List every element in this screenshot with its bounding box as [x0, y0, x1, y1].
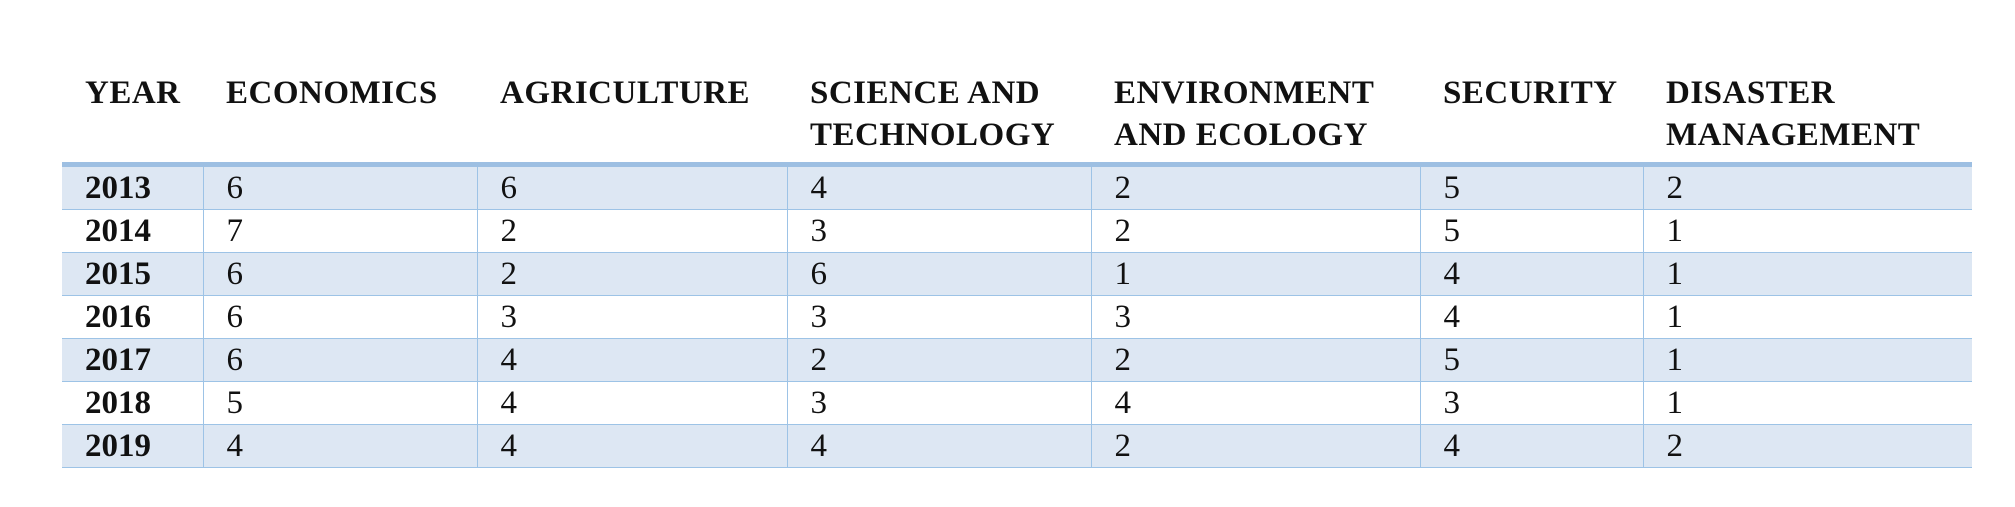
table-header: YEAR ECONOMICS AGRICULTURE SCIENCE AND TECH… — [62, 72, 1972, 167]
value-cell: 4 — [1090, 381, 1420, 425]
value-cell: 3 — [1419, 381, 1643, 425]
year-cell: 2015 — [62, 252, 203, 296]
value-cell: 5 — [1419, 209, 1643, 253]
table-row: 2019 4 4 4 2 4 2 — [62, 424, 1972, 468]
data-table: YEAR ECONOMICS AGRICULTURE SCIENCE AND TECH… — [62, 72, 1972, 468]
value-cell: 5 — [202, 381, 477, 425]
value-cell: 2 — [476, 209, 787, 253]
table-row: 2014 7 2 3 2 5 1 — [62, 209, 1972, 253]
value-cell: 6 — [202, 164, 477, 210]
value-cell: 4 — [476, 338, 787, 382]
value-cell: 4 — [1419, 295, 1643, 339]
value-cell: 1 — [1642, 252, 1972, 296]
table-row: 2017 6 4 2 2 5 1 — [62, 338, 1972, 382]
value-cell: 6 — [476, 164, 787, 210]
value-cell: 2 — [1090, 209, 1420, 253]
value-cell: 2 — [786, 338, 1091, 382]
table-row: 2018 5 4 3 4 3 1 — [62, 381, 1972, 425]
year-cell: 2014 — [62, 209, 203, 253]
value-cell: 6 — [202, 295, 477, 339]
value-cell: 2 — [1642, 164, 1972, 210]
value-cell: 4 — [786, 424, 1091, 468]
year-cell: 2017 — [62, 338, 203, 382]
value-cell: 1 — [1090, 252, 1420, 296]
year-cell: 2019 — [62, 424, 203, 468]
value-cell: 2 — [1090, 424, 1420, 468]
value-cell: 1 — [1642, 209, 1972, 253]
value-cell: 6 — [202, 338, 477, 382]
value-cell: 1 — [1642, 338, 1972, 382]
value-cell: 6 — [786, 252, 1091, 296]
column-header: DISASTER MANAGEMENT — [1643, 72, 1972, 167]
value-cell: 1 — [1642, 295, 1972, 339]
value-cell: 3 — [786, 381, 1091, 425]
column-header: AGRICULTURE — [477, 72, 787, 167]
value-cell: 5 — [1419, 338, 1643, 382]
value-cell: 3 — [1090, 295, 1420, 339]
value-cell: 3 — [476, 295, 787, 339]
table-body: 2013 6 6 4 2 5 2 2014 7 2 3 2 5 1 2015 6 2 6 1 4 1 2016 6 3 3 3 4 1… — [62, 164, 1972, 468]
table-row: 2016 6 3 3 3 4 1 — [62, 295, 1972, 339]
value-cell: 3 — [786, 209, 1091, 253]
value-cell: 4 — [1419, 424, 1643, 468]
value-cell: 2 — [1090, 338, 1420, 382]
value-cell: 6 — [202, 252, 477, 296]
value-cell: 2 — [1090, 164, 1420, 210]
value-cell: 2 — [476, 252, 787, 296]
column-header: YEAR — [62, 72, 203, 167]
column-header: SECURITY — [1420, 72, 1643, 167]
value-cell: 7 — [202, 209, 477, 253]
value-cell: 4 — [476, 424, 787, 468]
year-cell: 2018 — [62, 381, 203, 425]
value-cell: 4 — [476, 381, 787, 425]
value-cell: 5 — [1419, 164, 1643, 210]
column-header: ENVIRONMENT AND ECOLOGY — [1091, 72, 1420, 167]
year-cell: 2016 — [62, 295, 203, 339]
value-cell: 4 — [202, 424, 477, 468]
value-cell: 4 — [786, 164, 1091, 210]
value-cell: 3 — [786, 295, 1091, 339]
value-cell: 1 — [1642, 381, 1972, 425]
column-header: SCIENCE AND TECHNOLOGY — [787, 72, 1091, 167]
table-row: 2015 6 2 6 1 4 1 — [62, 252, 1972, 296]
value-cell: 4 — [1419, 252, 1643, 296]
value-cell: 2 — [1642, 424, 1972, 468]
year-cell: 2013 — [62, 164, 203, 210]
header-row: YEAR ECONOMICS AGRICULTURE SCIENCE AND TECH… — [62, 72, 1972, 167]
table-row: 2013 6 6 4 2 5 2 — [62, 164, 1972, 210]
column-header: ECONOMICS — [203, 72, 477, 167]
